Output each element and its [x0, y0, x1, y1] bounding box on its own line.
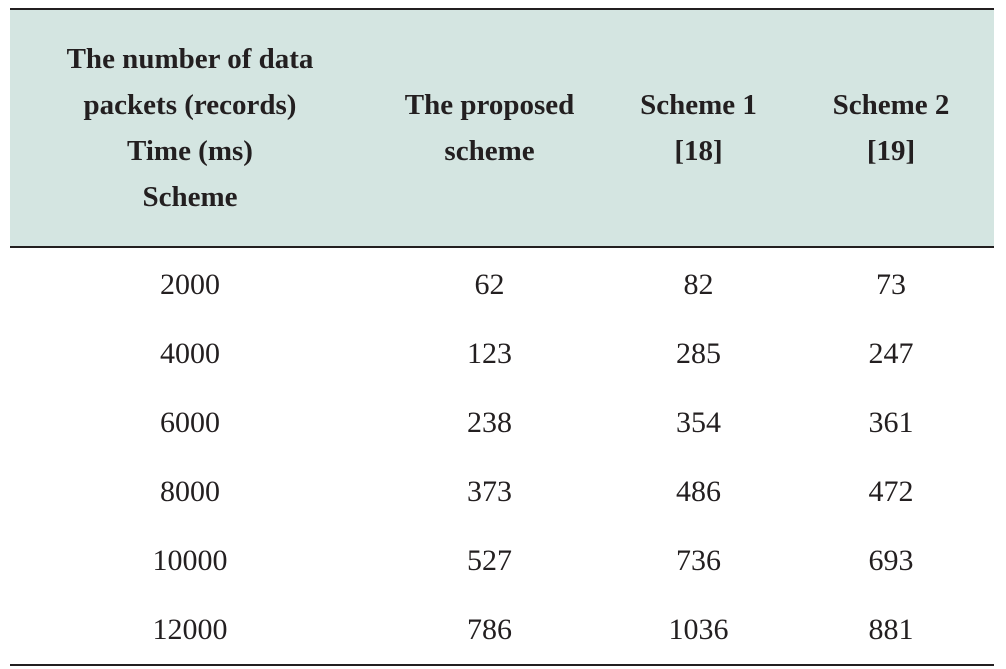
cell-packets: 6000 [160, 405, 220, 439]
header-corner-line: The number of data [66, 43, 314, 75]
table-row: 8000 373 486 472 [10, 457, 994, 526]
table-row: 4000 123 285 247 [10, 319, 994, 388]
cell-scheme1-time: 82 [683, 267, 714, 301]
cell-packets: 8000 [160, 474, 220, 508]
header-line: Scheme 2 [832, 89, 950, 121]
header-line: [18] [674, 135, 723, 167]
table-row: 2000 62 82 73 [10, 247, 994, 319]
cell-proposed-time: 373 [467, 474, 512, 508]
cell-scheme2-time: 247 [868, 336, 914, 370]
cell-packets: 2000 [160, 267, 220, 301]
header-scheme-2: Scheme 2 [19] [788, 8, 994, 248]
header-line: Scheme 1 [640, 89, 757, 121]
header-corner-line: Time (ms) [127, 135, 253, 167]
cell-scheme2-time: 73 [876, 267, 906, 301]
cell-proposed-time: 238 [467, 405, 512, 439]
comparison-table: The number of data packets (records) Tim… [10, 8, 994, 666]
cell-scheme2-time: 881 [788, 595, 994, 666]
cell-scheme2-time: 693 [868, 543, 914, 577]
cell-proposed-time: 123 [467, 336, 512, 370]
cell-proposed-time: 527 [467, 543, 512, 577]
header-corner-line: Scheme [142, 181, 238, 213]
cell-scheme1-time: 285 [676, 336, 721, 370]
header-line: The proposed [404, 89, 575, 121]
table-row: 6000 238 354 361 [10, 388, 994, 457]
cell-packets: 4000 [160, 336, 220, 370]
header-corner-cell: The number of data packets (records) Tim… [10, 8, 370, 248]
header-line: [19] [866, 135, 916, 167]
cell-proposed-time: 786 [370, 595, 609, 666]
table-row: 12000 786 1036 881 [10, 595, 994, 666]
cell-scheme1-time: 1036 [609, 595, 788, 666]
table-row: 10000 527 736 693 [10, 526, 994, 595]
cell-scheme1-time: 354 [676, 405, 721, 439]
cell-scheme2-time: 361 [868, 405, 914, 439]
cell-packets: 12000 [10, 595, 370, 666]
cell-scheme1-time: 736 [676, 543, 721, 577]
cell-proposed-time: 62 [474, 267, 505, 301]
header-proposed-scheme: The proposed scheme [370, 8, 609, 248]
header-scheme-1: Scheme 1 [18] [609, 8, 788, 248]
cell-packets: 10000 [152, 543, 228, 577]
cell-scheme2-time: 472 [868, 474, 914, 508]
header-line: scheme [444, 135, 535, 167]
table-header-row: The number of data packets (records) Tim… [10, 8, 994, 248]
comparison-table-container: The number of data packets (records) Tim… [10, 8, 994, 666]
header-corner-line: packets (records) [83, 89, 297, 121]
cell-scheme1-time: 486 [676, 474, 721, 508]
